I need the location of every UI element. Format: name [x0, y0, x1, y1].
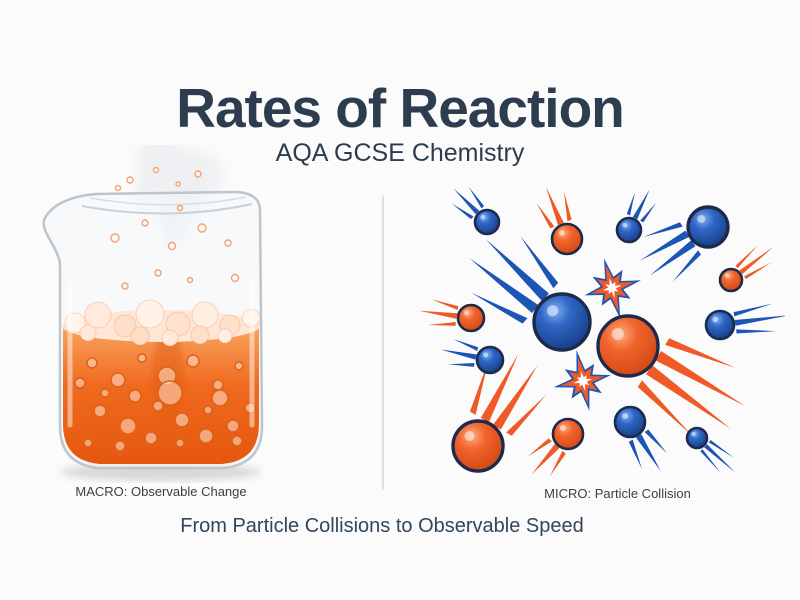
speed-streak	[545, 186, 564, 226]
speed-streak	[635, 434, 661, 472]
collision-burst	[602, 278, 622, 299]
speed-streak	[739, 246, 774, 275]
speed-streak	[700, 449, 721, 473]
speed-streak	[469, 258, 539, 314]
speed-streak	[485, 239, 549, 302]
speed-streak	[735, 245, 758, 269]
speed-streak	[655, 350, 746, 407]
blue-particle	[473, 208, 501, 236]
glass-rim-line2	[89, 196, 247, 206]
collision-bursts-layer	[553, 258, 641, 411]
particle-collision-illustration	[419, 186, 785, 477]
particle-highlight	[463, 310, 470, 316]
speed-streak	[733, 303, 773, 317]
speed-streak	[447, 362, 475, 367]
page-subtitle: AQA GCSE Chemistry	[275, 139, 525, 167]
speed-streak	[427, 322, 456, 326]
panel-divider	[382, 196, 384, 490]
orange-particle	[456, 303, 486, 333]
speed-streak	[451, 203, 474, 220]
micro-label: MICRO: Particle Collision	[544, 486, 691, 501]
speed-streak	[453, 339, 479, 352]
beaker-illustration	[42, 145, 264, 481]
particle-highlight	[611, 328, 624, 340]
speed-streak	[704, 444, 736, 473]
speed-streak	[626, 192, 635, 216]
blue-particle	[532, 292, 592, 352]
orange-particle	[596, 314, 660, 378]
particle-highlight	[622, 222, 628, 228]
speed-streak	[471, 292, 528, 324]
particle-highlight	[559, 425, 566, 431]
speed-streak	[637, 380, 692, 436]
speed-streak	[743, 262, 772, 280]
blue-particle	[475, 345, 505, 375]
speed-streak	[734, 315, 785, 326]
particle-highlight	[725, 273, 730, 278]
speed-streak	[643, 222, 683, 237]
particle-highlight	[482, 352, 489, 358]
particle-highlight	[621, 413, 628, 419]
speed-streak	[646, 365, 731, 429]
orange-particle	[551, 417, 585, 451]
particle-highlight	[546, 305, 559, 317]
foam	[62, 299, 261, 347]
orange-particle	[451, 419, 505, 473]
speed-streak	[736, 329, 777, 334]
splash-droplets	[114, 166, 202, 192]
speed-streak	[419, 310, 458, 319]
rising-droplets	[110, 204, 240, 290]
glass-highlights	[67, 282, 255, 428]
liquid-bubbles	[74, 353, 256, 452]
speed-streak	[640, 230, 690, 261]
speed-streak	[672, 250, 701, 282]
page-title: Rates of Reaction	[176, 77, 625, 139]
speed-streak	[649, 240, 696, 276]
particle-highlight	[697, 215, 706, 223]
speed-streak	[708, 439, 734, 458]
speed-streak	[453, 188, 480, 215]
speed-streak	[468, 186, 485, 209]
blue-particle	[704, 309, 736, 341]
speed-streak	[628, 439, 643, 470]
speed-streak	[632, 189, 650, 220]
orange-particle	[718, 267, 744, 293]
blue-particle	[686, 205, 730, 249]
speed-streak	[531, 443, 560, 475]
glass-rim-line	[81, 203, 253, 215]
macro-label: MACRO: Observable Change	[75, 484, 247, 499]
collision-burst	[573, 370, 593, 391]
speed-streak	[536, 202, 555, 229]
speed-streak	[506, 394, 547, 436]
speed-streak	[440, 349, 477, 360]
particle-highlight	[712, 316, 719, 323]
orange-particle	[550, 222, 584, 256]
speed-streak	[469, 361, 489, 415]
speed-streak	[665, 338, 736, 368]
speed-streak	[644, 429, 668, 454]
speed-streak	[492, 364, 538, 430]
speed-streak	[549, 450, 566, 477]
footer-caption: From Particle Collisions to Observable S…	[180, 515, 584, 537]
speed-streak	[563, 191, 572, 222]
blue-particle	[615, 216, 643, 244]
particle-highlight	[480, 214, 486, 220]
particle-highlight	[558, 230, 565, 236]
speed-streak	[640, 202, 657, 223]
blue-particle	[685, 426, 709, 450]
speed-streak	[480, 353, 519, 423]
particle-highlight	[464, 431, 475, 441]
speed-streaks-layer	[419, 186, 785, 477]
speed-streak	[431, 299, 459, 310]
speed-streak	[520, 236, 559, 289]
particle-spheres-layer	[451, 205, 744, 473]
blue-particle	[613, 405, 647, 439]
particle-highlight	[691, 432, 696, 436]
speed-streak	[527, 438, 552, 457]
